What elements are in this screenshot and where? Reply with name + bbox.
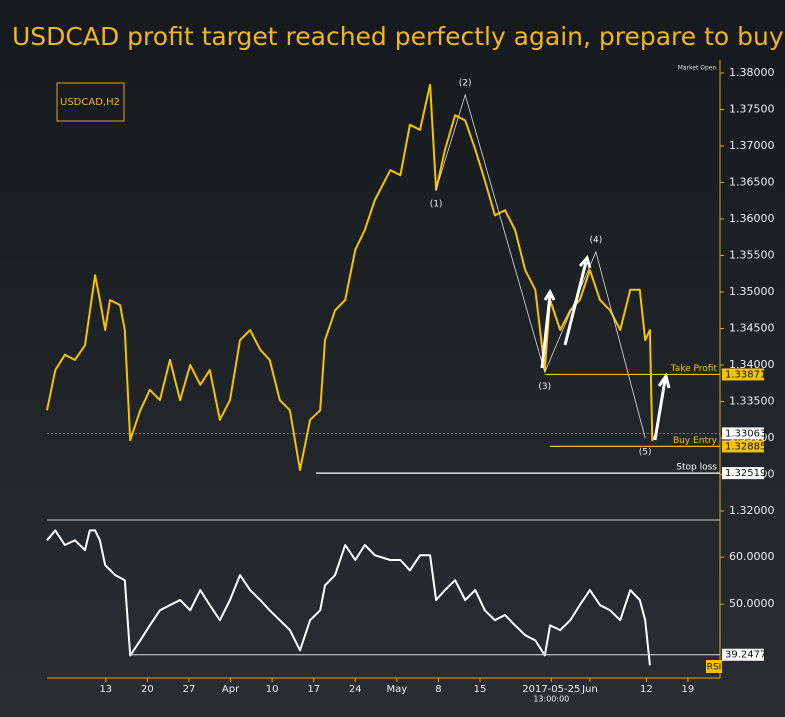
y-tick-label: 1.37500 <box>729 102 775 115</box>
wave-label: (5) <box>639 448 652 458</box>
x-tick-label: May <box>387 684 408 695</box>
level-value-label: 1.32885 <box>725 441 766 452</box>
rsi-box <box>706 660 722 673</box>
x-tick-label: 10 <box>266 684 279 695</box>
market-status: Market Open <box>678 65 717 72</box>
y-tick-label: 1.32000 <box>729 504 775 517</box>
y-tick-label: 1.34500 <box>729 322 775 335</box>
y-tick-label: 1.34000 <box>729 358 775 371</box>
wave-label: (1) <box>430 199 443 209</box>
y-tick-label: 1.35000 <box>729 285 775 298</box>
level-box <box>722 368 764 381</box>
wave-label: (3) <box>538 382 551 392</box>
y-tick-label: 1.36000 <box>729 212 775 225</box>
x-tick-label: Jun <box>581 684 598 695</box>
x-tick-label: 12 <box>640 684 653 695</box>
y-tick-label: 1.38000 <box>729 66 775 79</box>
level-label: Buy Entry <box>673 436 718 446</box>
y-tick-label: 60.0000 <box>729 550 775 563</box>
y-tick-label: 50.0000 <box>729 597 775 610</box>
price-line <box>46 529 651 666</box>
y-tick-label: 1.37000 <box>729 139 775 152</box>
level-box <box>722 440 764 453</box>
chart-title: USDCAD profit target reached perfectly a… <box>12 22 784 51</box>
x-tick-label: 8 <box>435 684 441 695</box>
level-value-label: 39.2477 <box>725 650 766 661</box>
symbol-box <box>56 82 125 122</box>
y-tick-label: 1.33500 <box>729 395 775 408</box>
wave-label: (2) <box>459 78 472 88</box>
x-tick-label: 24 <box>349 684 362 695</box>
rsi-label: RSI <box>707 663 722 673</box>
level-box <box>722 427 764 440</box>
level-label: Take Profit <box>670 364 718 374</box>
x-tick-label: 27 <box>183 684 196 695</box>
y-tick-label: 1.36500 <box>729 176 775 189</box>
x-tick-sublabel: 13:00:00 <box>533 695 569 704</box>
x-tick-label: 15 <box>474 684 487 695</box>
arrow <box>563 254 592 346</box>
y-tick-label: 1.35500 <box>729 249 775 262</box>
x-tick-label: Apr <box>222 684 240 695</box>
wave-label: (4) <box>589 235 602 245</box>
arrow <box>653 372 671 441</box>
arrows <box>540 254 671 441</box>
x-tick-label: 20 <box>141 684 154 695</box>
x-tick-label: 19 <box>682 684 695 695</box>
level-box <box>722 467 764 480</box>
level-box <box>722 648 764 661</box>
arrow <box>540 288 556 369</box>
level-value-label: 1.33871 <box>725 369 766 380</box>
level-label: Stop loss <box>676 463 717 473</box>
x-tick-label: 17 <box>307 684 320 695</box>
x-tick-label: 2017-05-25 <box>522 684 580 695</box>
price-line <box>46 83 657 472</box>
level-value-label: 1.32519 <box>725 468 766 479</box>
symbol-label: USDCAD,H2 <box>60 97 120 108</box>
x-tick-label: 13 <box>99 684 112 695</box>
level-value-label: 1.33063 <box>725 428 766 439</box>
wave-line <box>435 93 646 439</box>
